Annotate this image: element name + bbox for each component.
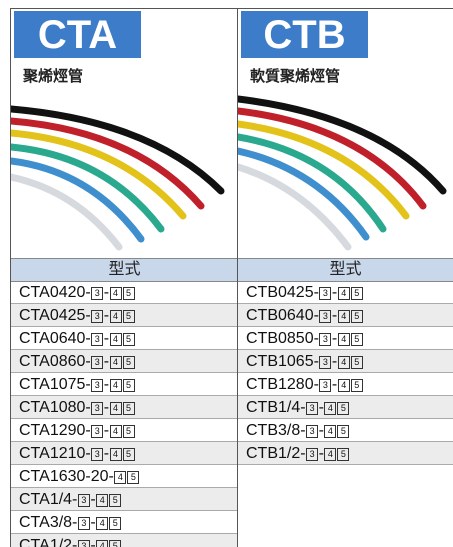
model: CTB1280- xyxy=(246,376,319,393)
model: CTA1080- xyxy=(19,399,91,416)
model-row: CTB1/2- 3-4 5 xyxy=(238,442,453,465)
model-row: CTA1/2- 3-4 5 xyxy=(11,534,238,547)
table-header: 型式 xyxy=(238,258,453,282)
model: CTA1210- xyxy=(19,445,91,462)
model-row: CTA0425- 3-4 5 xyxy=(11,304,238,327)
model-row: CTB3/8- 3-4 5 xyxy=(238,419,453,442)
model-row: CTA0420- 3-4 5 xyxy=(11,281,238,304)
model: CTB3/8- xyxy=(246,422,306,439)
model: CTA1075- xyxy=(19,376,91,393)
model-row: CTA1630-20- 4 5 xyxy=(11,465,238,488)
cta-column: CTA 聚烯烴管 型式 CTA0420- 3-4 5 CTA0425- 3-4 5 CTA0… xyxy=(10,8,238,547)
model: CTB0850- xyxy=(246,330,319,347)
model-row: CTA3/8- 3-4 5 xyxy=(11,511,238,534)
model-row: CTB0640- 3-4 5 xyxy=(238,304,453,327)
model: CTA1630-20- xyxy=(19,468,114,485)
model-row: CTB0850- 3-4 5 xyxy=(238,327,453,350)
model: CTA0425- xyxy=(19,307,91,324)
tube-image xyxy=(238,95,447,251)
model-row: CTA0640- 3-4 5 xyxy=(11,327,238,350)
model-row: CTA1080- 3-4 5 xyxy=(11,396,238,419)
model: CTA0640- xyxy=(19,330,91,347)
model-row: CTA1075- 3-4 5 xyxy=(11,373,238,396)
model: CTA1/4- xyxy=(19,491,78,508)
model-row: CTB1/4- 3-4 5 xyxy=(238,396,453,419)
model: CTB1/2- xyxy=(246,445,306,462)
model-row: CTB0425- 3-4 5 xyxy=(238,281,453,304)
model: CTB0640- xyxy=(246,307,319,324)
model-row: CTA0860- 3-4 5 xyxy=(11,350,238,373)
model-row: CTA1/4- 3-4 5 xyxy=(11,488,238,511)
model: CTA1/2- xyxy=(19,537,78,547)
model: CTA3/8- xyxy=(19,514,78,531)
model: CTB1/4- xyxy=(246,399,306,416)
model-row: CTB1065- 3-4 5 xyxy=(238,350,453,373)
subtitle: 聚烯烴管 xyxy=(23,68,84,85)
model: CTA0860- xyxy=(19,353,91,370)
tube-image xyxy=(11,105,225,251)
model-row: CTB1280- 3-4 5 xyxy=(238,373,453,396)
subtitle: 軟質聚烯烴管 xyxy=(250,68,341,85)
ctb-column: CTB 軟質聚烯烴管 型式 CTB0425- 3-4 5 CTB0640- 3-4 5 CT… xyxy=(237,8,453,547)
model-row: CTA1290- 3-4 5 xyxy=(11,419,238,442)
badge: CTA xyxy=(14,11,141,58)
model: CTB1065- xyxy=(246,353,319,370)
table-header: 型式 xyxy=(11,258,238,282)
model: CTA0420- xyxy=(19,284,91,301)
model: CTB0425- xyxy=(246,284,319,301)
model-row: CTA1210- 3-4 5 xyxy=(11,442,238,465)
badge: CTB xyxy=(241,11,368,58)
model: CTA1290- xyxy=(19,422,91,439)
